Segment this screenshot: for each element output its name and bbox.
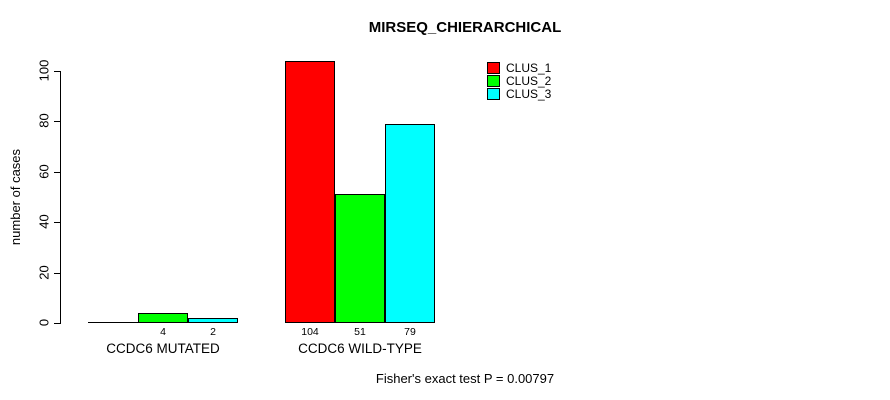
chart-title: MIRSEQ_CHIERARCHICAL (368, 19, 562, 36)
legend-swatch (487, 87, 500, 100)
y-tick-label: 40 (36, 214, 52, 229)
bar-clus_3-ccdc6-mutated (188, 318, 238, 323)
y-axis-tick (54, 222, 60, 223)
y-axis-tick (54, 323, 60, 324)
x-category-label: CCDC6 MUTATED (106, 341, 220, 356)
legend-swatch (487, 75, 500, 88)
y-tick-label: 100 (36, 59, 52, 82)
y-tick-label: 20 (36, 265, 52, 280)
y-tick-label: 80 (36, 113, 52, 128)
bar-clus_2-ccdc6-wild-type (335, 194, 385, 323)
y-tick-label: 60 (36, 164, 52, 179)
bar-clus_1-ccdc6-wild-type (285, 61, 335, 323)
legend-swatch (487, 62, 500, 75)
y-axis-tick (54, 172, 60, 173)
bar-value-label: 79 (404, 326, 416, 338)
fisher-test-caption: Fisher's exact test P = 0.00797 (375, 371, 555, 386)
legend-item: CLUS_2 (487, 75, 551, 88)
y-tick-label: 0 (36, 318, 52, 327)
y-axis-tick (54, 273, 60, 274)
legend-item: CLUS_1 (487, 62, 551, 75)
bar-clus_2-ccdc6-mutated (138, 313, 188, 323)
legend-label: CLUS_3 (506, 86, 552, 101)
legend-label: CLUS_1 (506, 61, 552, 76)
bar-value-label: 4 (160, 326, 166, 338)
bar-value-label: 51 (354, 326, 366, 338)
legend-item: CLUS_3 (487, 87, 551, 100)
y-axis-title: number of cases (8, 148, 23, 246)
bar-clus_1-ccdc6-mutated (88, 322, 138, 323)
legend-label: CLUS_2 (506, 74, 552, 89)
bar-value-label: 104 (301, 326, 319, 338)
bar-value-label: 2 (210, 326, 216, 338)
y-axis-tick (54, 121, 60, 122)
x-category-label: CCDC6 WILD-TYPE (298, 341, 422, 356)
y-axis-tick (54, 71, 60, 72)
bar-clus_3-ccdc6-wild-type (385, 124, 435, 323)
legend: CLUS_1 CLUS_2 CLUS_3 (487, 62, 551, 100)
y-axis-line (60, 71, 61, 324)
